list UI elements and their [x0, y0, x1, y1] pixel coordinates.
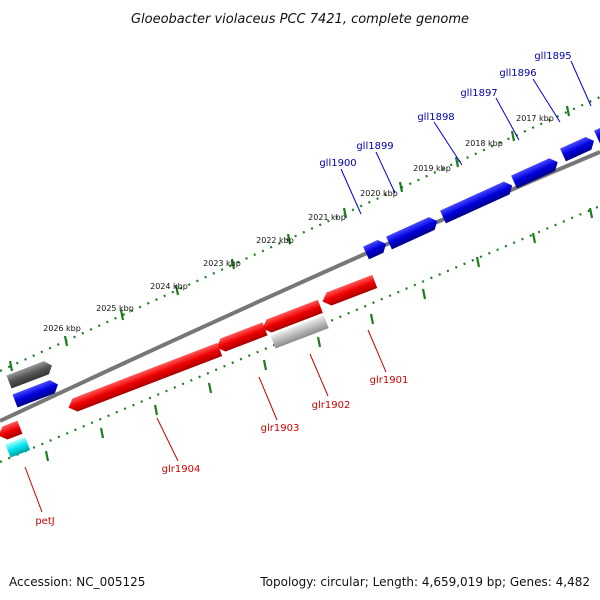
gene-label[interactable]: glr1904	[162, 464, 201, 475]
gene-gll1896-arrow[interactable]	[511, 156, 560, 189]
gene-gll1898-arrow[interactable]	[386, 215, 440, 250]
gene-label[interactable]: gll1899	[356, 141, 393, 152]
kbp-label: 2017 kbp	[516, 114, 554, 123]
kbp-label: 2019 kbp	[413, 164, 451, 173]
outer-major-ticks	[8, 105, 571, 372]
forward-strand-genes	[6, 123, 600, 408]
kbp-label: 2022 kbp	[256, 236, 294, 245]
kbp-label: 2024 kbp	[150, 282, 188, 291]
gene-label[interactable]: glr1901	[370, 375, 409, 386]
gene-gll1900-arrow[interactable]	[363, 238, 389, 260]
gene-label[interactable]: gll1898	[417, 112, 454, 123]
kbp-label: 2020 kbp	[360, 189, 398, 198]
forward-callouts	[340, 60, 592, 215]
gene-glr1904-arrow[interactable]	[66, 342, 223, 414]
outer-tick-ring	[0, 95, 600, 373]
gene-label[interactable]: glr1903	[261, 423, 300, 434]
gene-petJ-arrow[interactable]	[5, 436, 31, 458]
reverse-gene-labels: glr1901 glr1902 glr1903 glr1904 petJ	[35, 375, 408, 527]
reverse-callouts	[24, 329, 387, 513]
gene-gll1894-partial-arrow[interactable]	[594, 123, 600, 144]
gene-left-red-arrow[interactable]	[0, 420, 23, 442]
gene-label[interactable]: gll1900	[319, 158, 356, 169]
gene-label[interactable]: glr1902	[312, 400, 351, 411]
gene-pseudo-left-arrow[interactable]	[6, 359, 54, 389]
map-title: Gloeobacter violaceus PCC 7421, complete…	[131, 12, 469, 27]
forward-gene-labels: gll1895 gll1896 gll1897 gll1898 gll1899 …	[319, 51, 571, 169]
gene-blue-left-arrow[interactable]	[12, 378, 60, 408]
gene-gll1895-arrow[interactable]	[560, 135, 597, 162]
kbp-label: 2018 kbp	[465, 139, 503, 148]
gene-glr1902-arrow[interactable]	[260, 299, 323, 335]
gene-label[interactable]: gll1895	[534, 51, 571, 62]
reverse-strand-genes	[0, 274, 378, 458]
accession-text: Accession: NC_005125	[9, 575, 145, 589]
gene-gll1897-arrow[interactable]	[440, 179, 515, 224]
kbp-label: 2023 kbp	[203, 259, 241, 268]
gene-label[interactable]: gll1896	[499, 68, 536, 79]
gene-label[interactable]: gll1897	[460, 88, 497, 99]
kbp-label: 2025 kbp	[96, 304, 134, 313]
gene-glr1903-arrow[interactable]	[214, 322, 268, 354]
kbp-label: 2021 kbp	[308, 213, 346, 222]
topology-text: Topology: circular; Length: 4,659,019 bp…	[259, 575, 590, 589]
inner-major-ticks	[44, 207, 594, 462]
gene-label[interactable]: petJ	[35, 516, 54, 527]
kbp-label: 2026 kbp	[43, 324, 81, 333]
gene-glr1902-grey-arrow[interactable]	[270, 315, 329, 349]
kbp-labels: 2017 kbp 2018 kbp 2019 kbp 2020 kbp 2021…	[43, 114, 554, 333]
inner-tick-ring	[0, 204, 600, 464]
gene-glr1901-arrow[interactable]	[320, 274, 378, 308]
